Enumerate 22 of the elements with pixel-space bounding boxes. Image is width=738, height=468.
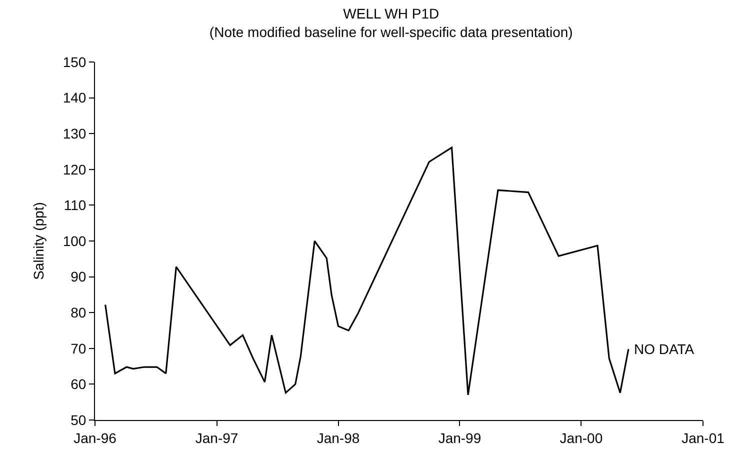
y-tick-label: 100: [62, 232, 86, 249]
y-tick-label: 80: [70, 304, 86, 320]
x-tick-label: Jan-98: [316, 430, 360, 446]
y-tick-label: 110: [64, 197, 86, 214]
x-tick-label: Jan-96: [74, 430, 117, 446]
y-tick-label: 120: [62, 161, 86, 178]
y-axis-title: Salinity (ppt): [30, 202, 46, 280]
x-tick-label: Jan-00: [560, 430, 603, 446]
x-tick-label: Jan-99: [438, 430, 482, 446]
y-tick-label: 140: [62, 90, 86, 106]
chart-subtitle: (Note modified baseline for well-specific data presentation): [209, 24, 573, 40]
annotation: NO DATA: [634, 341, 695, 357]
y-tick-label: 130: [62, 126, 86, 142]
y-tick-label: 90: [70, 268, 86, 285]
x-tick-label: Jan-97: [195, 430, 238, 446]
x-tick-label: Jan-01: [682, 430, 725, 446]
y-tick-label: 150: [62, 54, 86, 70]
y-tick-label: 60: [70, 376, 86, 392]
y-tick-label: 50: [70, 412, 86, 428]
y-tick-label: 70: [70, 340, 86, 356]
chart-title: WELL WH P1D: [343, 6, 440, 22]
line-series: [104, 146, 630, 396]
